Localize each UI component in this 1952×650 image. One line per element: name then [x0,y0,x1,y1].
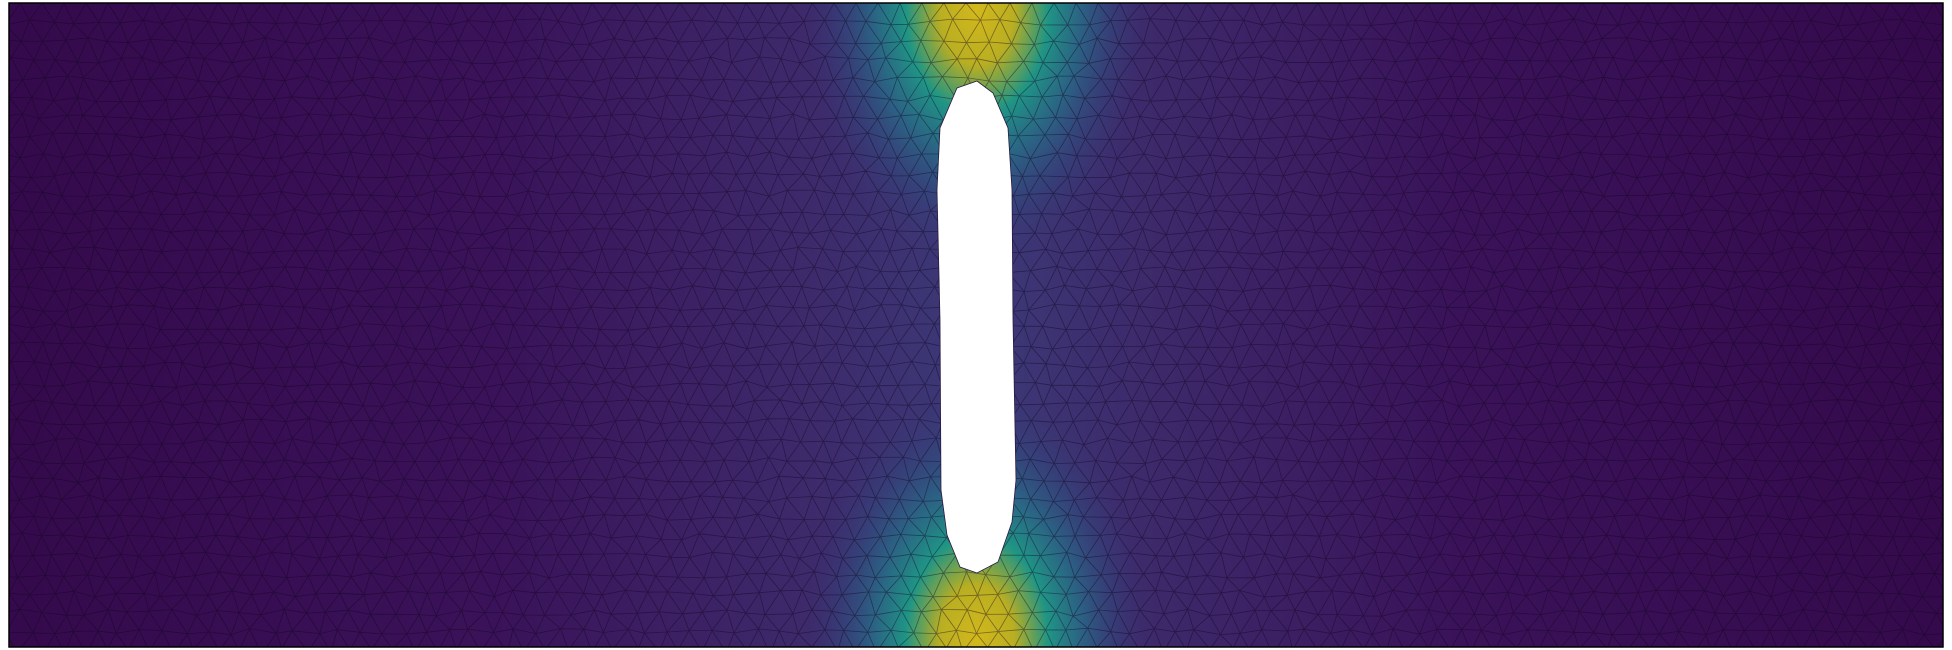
plate-border [8,2,1944,648]
hole [936,80,1017,574]
mesh [9,3,1943,647]
